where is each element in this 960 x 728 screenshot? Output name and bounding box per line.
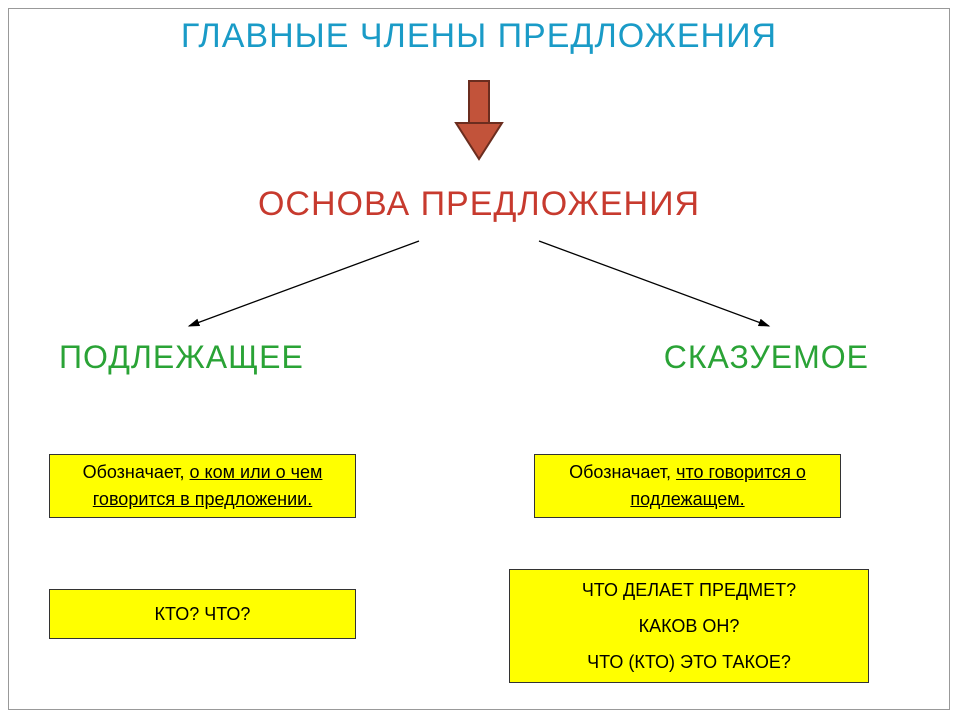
left-desc-prefix: Обозначает, <box>83 462 190 482</box>
subtitle: ОСНОВА ПРЕДЛОЖЕНИЯ <box>9 185 949 224</box>
slide-frame: ГЛАВНЫЕ ЧЛЕНЫ ПРЕДЛОЖЕНИЯ ОСНОВА ПРЕДЛОЖ… <box>8 8 950 710</box>
right-description-box: Обозначает, что говорится о подлежащем. <box>534 454 841 518</box>
branch-left-label: ПОДЛЕЖАЩЕЕ <box>59 339 304 376</box>
right-desc-prefix: Обозначает, <box>569 462 676 482</box>
right-q-line2: КАКОВ ОН? <box>639 608 740 644</box>
left-questions-text: КТО? ЧТО? <box>155 601 251 628</box>
right-q-line1: ЧТО ДЕЛАЕТ ПРЕДМЕТ? <box>582 572 796 608</box>
right-desc-text: Обозначает, что говорится о подлежащем. <box>535 459 840 513</box>
right-questions-box: ЧТО ДЕЛАЕТ ПРЕДМЕТ? КАКОВ ОН? ЧТО (КТО) … <box>509 569 869 683</box>
branch-right-label: СКАЗУЕМОЕ <box>664 339 869 376</box>
left-description-box: Обозначает, о ком или о чем говорится в … <box>49 454 356 518</box>
left-desc-text: Обозначает, о ком или о чем говорится в … <box>50 459 355 513</box>
down-arrow-icon <box>452 79 506 164</box>
branch-arrows <box>9 231 949 341</box>
left-questions-box: КТО? ЧТО? <box>49 589 356 639</box>
main-title: ГЛАВНЫЕ ЧЛЕНЫ ПРЕДЛОЖЕНИЯ <box>9 17 949 56</box>
right-q-line3: ЧТО (КТО) ЭТО ТАКОЕ? <box>587 644 791 680</box>
